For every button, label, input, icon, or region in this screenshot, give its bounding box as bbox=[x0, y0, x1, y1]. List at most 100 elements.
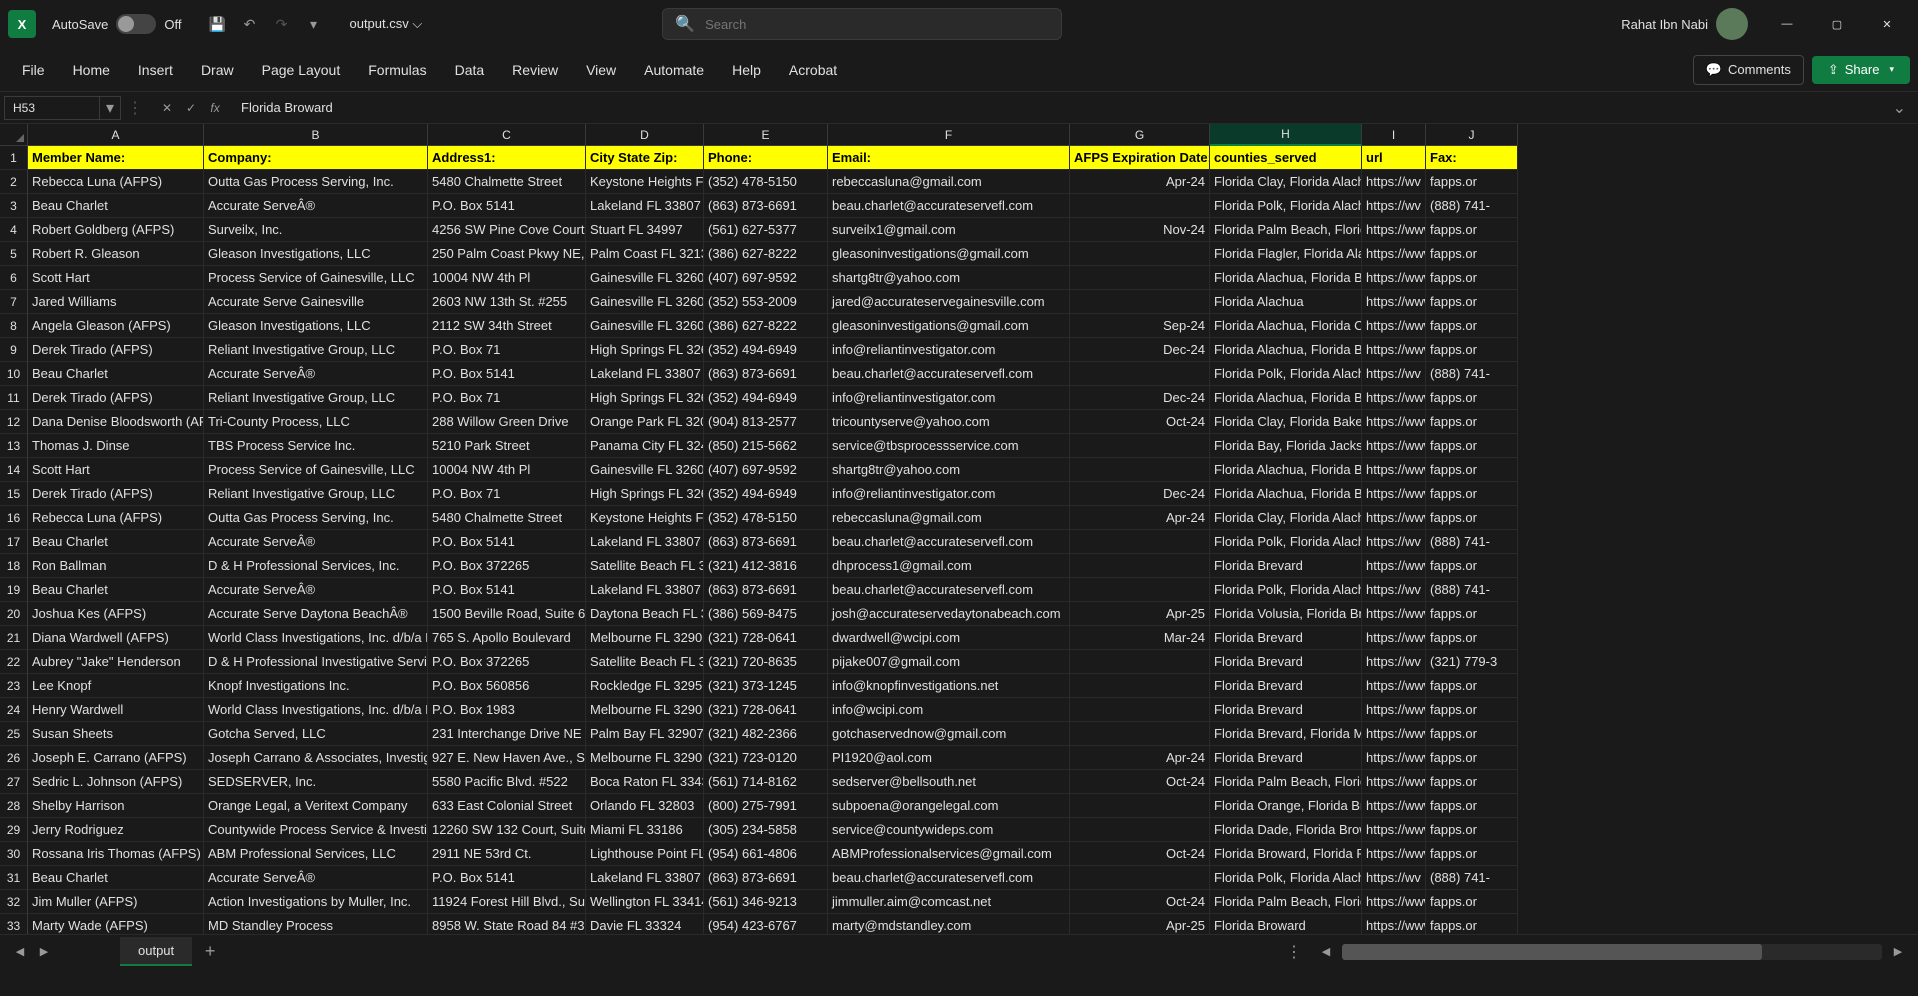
undo-icon[interactable]: ↶ bbox=[233, 8, 265, 40]
cell[interactable]: Melbourne FL 3290 bbox=[586, 698, 704, 722]
cell[interactable]: Derek Tirado (AFPS) bbox=[28, 386, 204, 410]
cell[interactable]: Gainesville FL 32607 bbox=[586, 266, 704, 290]
cell[interactable]: Orange Legal, a Veritext Company bbox=[204, 794, 428, 818]
cell[interactable]: fapps.or bbox=[1426, 722, 1518, 746]
cell[interactable]: 10004 NW 4th Pl bbox=[428, 266, 586, 290]
cell[interactable]: Lighthouse Point FL bbox=[586, 842, 704, 866]
cell[interactable]: 765 S. Apollo Boulevard bbox=[428, 626, 586, 650]
cell[interactable]: Countywide Process Service & Investig bbox=[204, 818, 428, 842]
cell[interactable]: Lakeland FL 33807 bbox=[586, 194, 704, 218]
cell[interactable]: Oct-24 bbox=[1070, 770, 1210, 794]
cell[interactable]: Nov-24 bbox=[1070, 218, 1210, 242]
cell[interactable]: (321) 373-1245 bbox=[704, 674, 828, 698]
cell[interactable] bbox=[1070, 530, 1210, 554]
cell[interactable]: service@countywideps.com bbox=[828, 818, 1070, 842]
row-header[interactable]: 20 bbox=[0, 602, 28, 626]
cell[interactable]: Gainesville FL 32608 bbox=[586, 314, 704, 338]
cell[interactable]: (863) 873-6691 bbox=[704, 530, 828, 554]
cell[interactable]: Oct-24 bbox=[1070, 842, 1210, 866]
cell[interactable]: P.O. Box 5141 bbox=[428, 866, 586, 890]
cell[interactable]: fapps.or bbox=[1426, 434, 1518, 458]
cell[interactable]: Surveilx, Inc. bbox=[204, 218, 428, 242]
maximize-button[interactable]: ▢ bbox=[1814, 8, 1860, 40]
cell[interactable]: info@reliantinvestigator.com bbox=[828, 338, 1070, 362]
cell[interactable]: beau.charlet@accurateservefl.com bbox=[828, 866, 1070, 890]
cell[interactable]: Shelby Harrison bbox=[28, 794, 204, 818]
cell[interactable]: service@tbsprocessservice.com bbox=[828, 434, 1070, 458]
cell[interactable]: TBS Process Service Inc. bbox=[204, 434, 428, 458]
cell[interactable]: Reliant Investigative Group, LLC bbox=[204, 386, 428, 410]
cell[interactable]: shartg8tr@yahoo.com bbox=[828, 458, 1070, 482]
cell[interactable]: Boca Raton FL 3343 bbox=[586, 770, 704, 794]
cell[interactable] bbox=[1070, 194, 1210, 218]
cell[interactable]: 250 Palm Coast Pkwy NE, S bbox=[428, 242, 586, 266]
cell[interactable]: (863) 873-6691 bbox=[704, 578, 828, 602]
cell[interactable]: fapps.or bbox=[1426, 218, 1518, 242]
cancel-formula-icon[interactable]: ✕ bbox=[157, 98, 177, 118]
cell[interactable]: Email: bbox=[828, 146, 1070, 170]
cell[interactable]: P.O. Box 372265 bbox=[428, 554, 586, 578]
cell[interactable]: https://www. bbox=[1362, 722, 1426, 746]
cell[interactable]: Oct-24 bbox=[1070, 890, 1210, 914]
cell[interactable]: fapps.or bbox=[1426, 482, 1518, 506]
share-button[interactable]: ⇪ Share ▾ bbox=[1812, 56, 1910, 84]
ribbon-tab-review[interactable]: Review bbox=[498, 54, 572, 86]
cell[interactable]: Company: bbox=[204, 146, 428, 170]
cell[interactable]: https://wv bbox=[1362, 194, 1426, 218]
cell[interactable]: P.O. Box 5141 bbox=[428, 194, 586, 218]
cell[interactable]: gleasoninvestigations@gmail.com bbox=[828, 314, 1070, 338]
cell[interactable]: url bbox=[1362, 146, 1426, 170]
cell[interactable]: Palm Bay FL 32907 bbox=[586, 722, 704, 746]
cell[interactable]: Jerry Rodriguez bbox=[28, 818, 204, 842]
cell[interactable]: (888) 741- bbox=[1426, 194, 1518, 218]
cell[interactable]: High Springs FL 3265 bbox=[586, 482, 704, 506]
cell[interactable]: rebeccasluna@gmail.com bbox=[828, 170, 1070, 194]
cell[interactable]: Robert R. Gleason bbox=[28, 242, 204, 266]
cell[interactable]: Dana Denise Bloodsworth (AF bbox=[28, 410, 204, 434]
cell[interactable]: D & H Professional Investigative Servic bbox=[204, 650, 428, 674]
cell[interactable]: Beau Charlet bbox=[28, 530, 204, 554]
cell[interactable]: Florida Clay, Florida Baker bbox=[1210, 410, 1362, 434]
cell[interactable]: Scott Hart bbox=[28, 458, 204, 482]
cell[interactable] bbox=[1070, 458, 1210, 482]
cell[interactable]: Stuart FL 34997 bbox=[586, 218, 704, 242]
cell[interactable]: P.O. Box 71 bbox=[428, 386, 586, 410]
cell[interactable]: 4256 SW Pine Cove Court bbox=[428, 218, 586, 242]
cell[interactable]: https://wv bbox=[1362, 530, 1426, 554]
cell[interactable]: Sedric L. Johnson (AFPS) bbox=[28, 770, 204, 794]
cell[interactable]: (321) 723-0120 bbox=[704, 746, 828, 770]
cell[interactable]: Rebecca Luna (AFPS) bbox=[28, 506, 204, 530]
cell[interactable]: World Class Investigations, Inc. d/b/a P bbox=[204, 626, 428, 650]
cell[interactable]: Fax: bbox=[1426, 146, 1518, 170]
cell[interactable]: https://www. bbox=[1362, 842, 1426, 866]
cell[interactable]: fapps.or bbox=[1426, 890, 1518, 914]
cell[interactable]: fapps.or bbox=[1426, 698, 1518, 722]
cell[interactable] bbox=[1070, 674, 1210, 698]
fx-icon[interactable]: fx bbox=[205, 98, 225, 118]
cell[interactable]: (850) 215-5662 bbox=[704, 434, 828, 458]
cell[interactable]: https://www. bbox=[1362, 290, 1426, 314]
cell[interactable]: https://www. bbox=[1362, 506, 1426, 530]
cell[interactable]: https://wv bbox=[1362, 578, 1426, 602]
cell[interactable]: (321) 728-0641 bbox=[704, 698, 828, 722]
autosave-toggle[interactable]: AutoSave Off bbox=[52, 14, 181, 34]
cell[interactable]: fapps.or bbox=[1426, 338, 1518, 362]
cell[interactable]: 2603 NW 13th St. #255 bbox=[428, 290, 586, 314]
cell[interactable]: Keystone Heights FL bbox=[586, 170, 704, 194]
cell[interactable]: info@knopfinvestigations.net bbox=[828, 674, 1070, 698]
cell[interactable]: Knopf Investigations Inc. bbox=[204, 674, 428, 698]
row-header[interactable]: 2 bbox=[0, 170, 28, 194]
cell[interactable]: 5480 Chalmette Street bbox=[428, 506, 586, 530]
cell[interactable]: tricountyserve@yahoo.com bbox=[828, 410, 1070, 434]
cell[interactable]: Florida Polk, Florida Alach bbox=[1210, 362, 1362, 386]
row-header[interactable]: 16 bbox=[0, 506, 28, 530]
cell[interactable]: Florida Orange, Florida Bre bbox=[1210, 794, 1362, 818]
cell[interactable]: https://www. bbox=[1362, 314, 1426, 338]
cell[interactable]: (888) 741- bbox=[1426, 866, 1518, 890]
cell[interactable]: beau.charlet@accurateservefl.com bbox=[828, 578, 1070, 602]
cell[interactable]: Derek Tirado (AFPS) bbox=[28, 482, 204, 506]
row-header[interactable]: 19 bbox=[0, 578, 28, 602]
cell[interactable]: 10004 NW 4th Pl bbox=[428, 458, 586, 482]
cell[interactable]: Joseph E. Carrano (AFPS) bbox=[28, 746, 204, 770]
cell[interactable]: https://www. bbox=[1362, 434, 1426, 458]
